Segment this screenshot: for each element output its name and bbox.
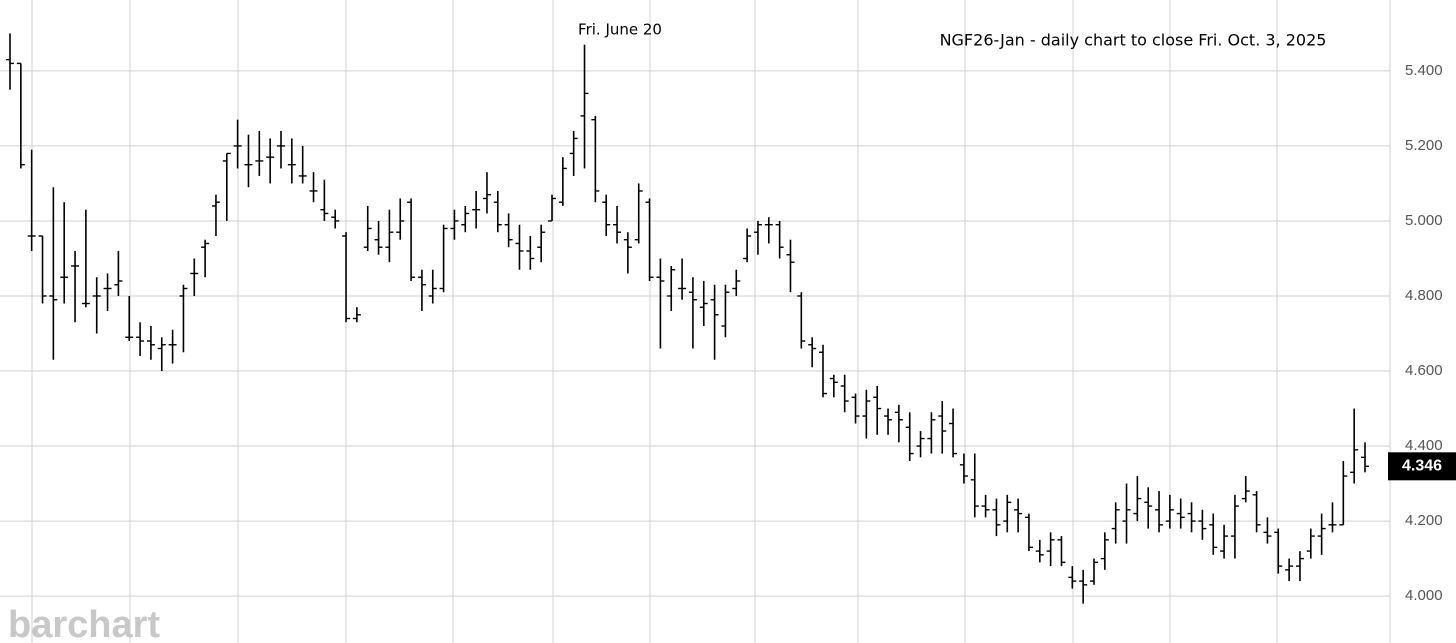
y-tick-label: 4.600 (1405, 362, 1443, 379)
y-tick-label: 4.200 (1405, 512, 1443, 529)
y-tick-label: 4.000 (1405, 587, 1443, 604)
y-tick-label: 5.400 (1405, 62, 1443, 79)
y-tick-label: 5.000 (1405, 212, 1443, 229)
y-tick-label: 4.400 (1405, 437, 1443, 454)
y-tick-label: 4.800 (1405, 287, 1443, 304)
annotation: Fri. June 20 (578, 21, 662, 39)
last-price-box (1388, 452, 1456, 481)
watermark: barchart (8, 604, 160, 643)
y-tick-label: 5.200 (1405, 137, 1443, 154)
last-price-label: 4.346 (1402, 458, 1442, 475)
chart-title: NGF26-Jan - daily chart to close Fri. Oc… (940, 31, 1327, 50)
vertical-grid (31, 0, 1391, 643)
